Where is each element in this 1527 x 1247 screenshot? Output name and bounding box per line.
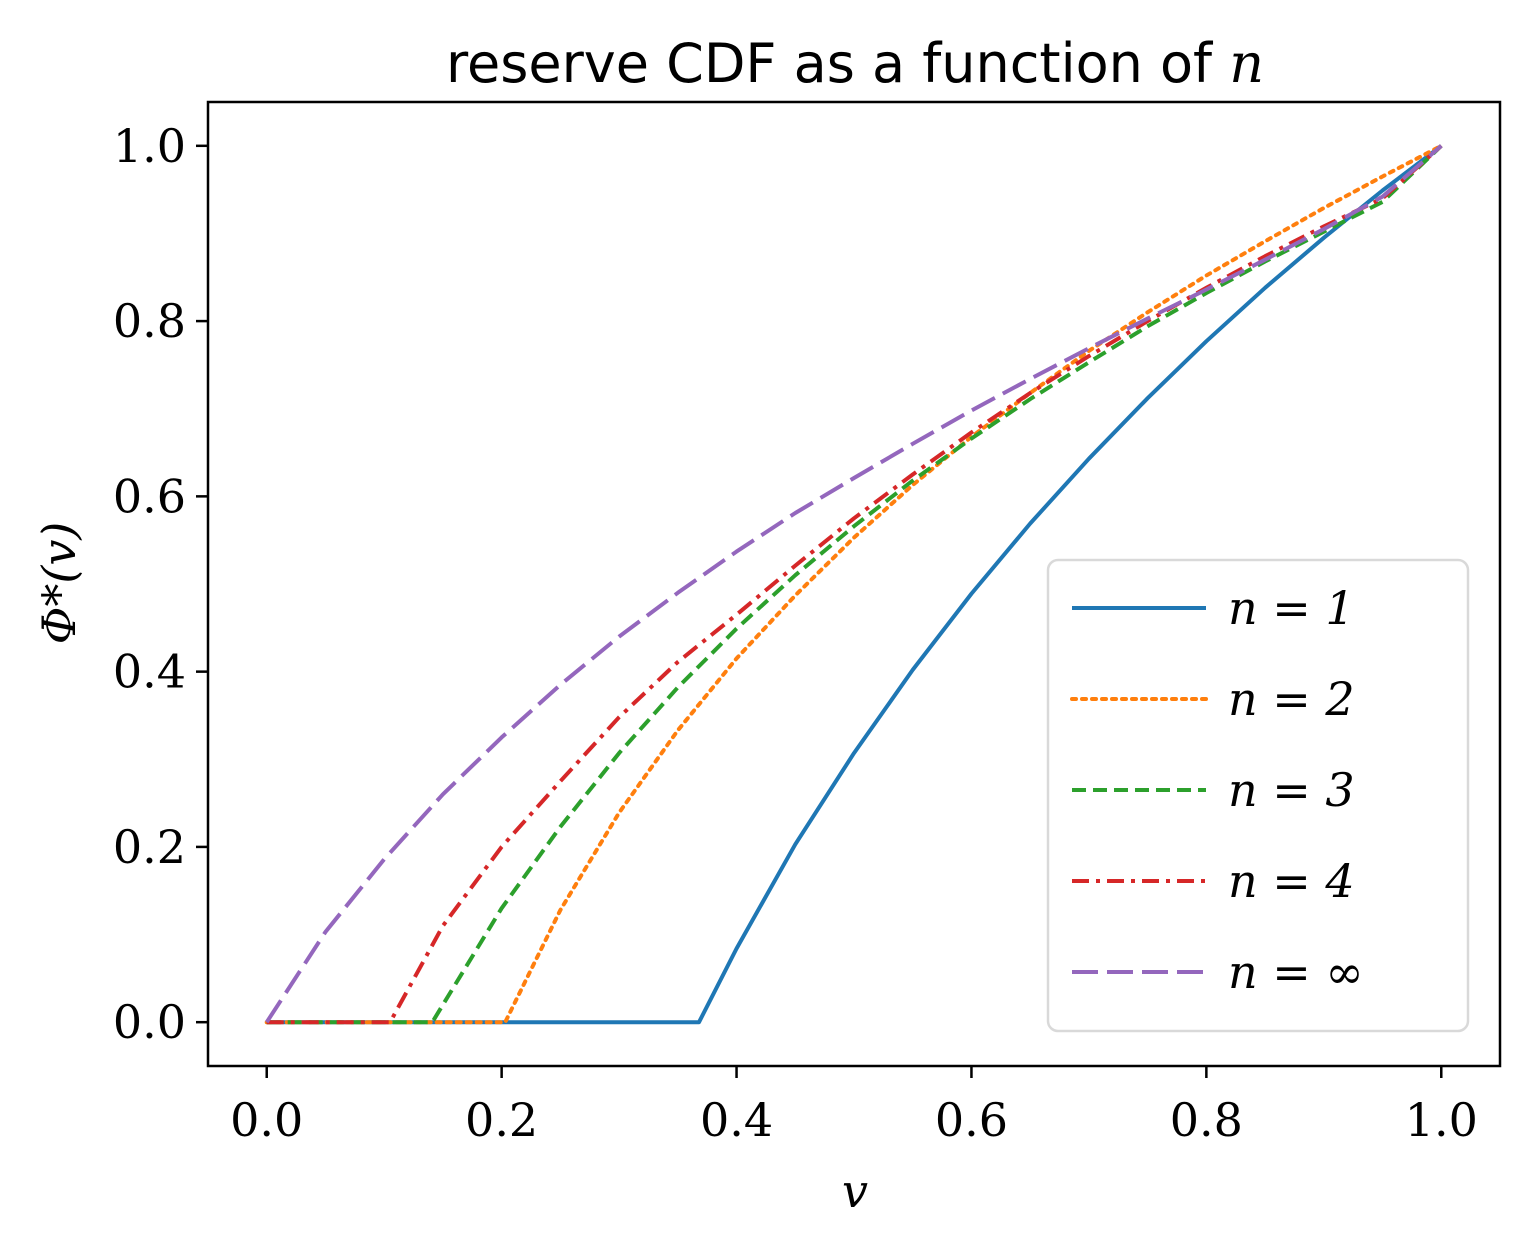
series-line-5: [265, 144, 1443, 1024]
x-tick-label: 1.0: [1405, 1093, 1478, 1147]
chart-title-text: reserve CDF as a function of: [446, 32, 1214, 95]
x-tick-label: 0.4: [700, 1093, 773, 1147]
legend-box: [1046, 558, 1470, 1033]
tick-labels: 0.0 0.2 0.4 0.6 0.8 1.0 0.0 0.2 0.4 0.6 0.8 1.0: [113, 119, 1478, 1147]
x-tick-label: 0.0: [230, 1093, 303, 1147]
series-line-1: [266, 144, 1443, 1025]
y-tick-label: 0.4: [113, 645, 186, 699]
plot-frame: [206, 100, 1502, 1068]
y-tick-label: 1.0: [113, 119, 186, 173]
y-tick-label: 0.2: [113, 820, 186, 874]
x-tick-label: 0.6: [935, 1093, 1008, 1147]
y-tick-label: 0.0: [113, 995, 186, 1049]
legend-label-3: n = 3: [1228, 763, 1355, 817]
series-line-2: [264, 143, 1444, 1025]
chart-title: reserve CDF as a function of n: [446, 32, 1264, 95]
legend-label-4: n = 4: [1228, 854, 1355, 908]
legend: n = 1 n = 2 n = 3 n = 4 n = ∞: [1046, 558, 1470, 1033]
legend-label-2: n = 2: [1228, 672, 1355, 726]
x-tick-label: 0.2: [465, 1093, 538, 1147]
y-axis-label: Φ*(v): [32, 522, 86, 645]
y-tick-label: 0.6: [113, 469, 186, 523]
series-line-4: [266, 144, 1443, 1025]
x-tick-label: 0.8: [1170, 1093, 1243, 1147]
series-lines: [264, 143, 1444, 1025]
chart-title-math: n: [1229, 32, 1264, 95]
legend-label-5: n = ∞: [1228, 945, 1364, 999]
x-axis-label: v: [842, 1164, 868, 1218]
tick-marks: [196, 144, 1443, 1078]
legend-label-1: n = 1: [1228, 581, 1355, 635]
y-tick-label: 0.8: [113, 294, 186, 348]
